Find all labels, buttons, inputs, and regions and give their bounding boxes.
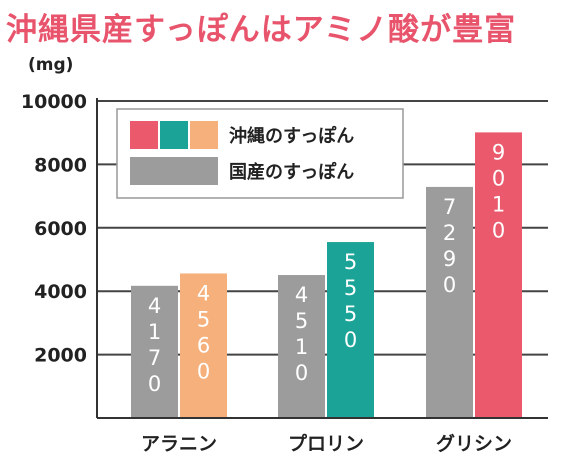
axes xyxy=(96,98,548,419)
y-tick-label: 4000 xyxy=(34,281,87,303)
y-axis-unit-label: (mg) xyxy=(28,55,73,75)
x-category-label: アラニン xyxy=(141,433,217,455)
x-category-label: プロリン xyxy=(288,432,364,455)
bar-okinawa xyxy=(475,132,522,418)
y-tick-label: 8000 xyxy=(34,154,87,176)
bar-domestic xyxy=(426,186,473,418)
y-tick-label: 10000 xyxy=(21,91,87,113)
y-tick-label: 2000 xyxy=(34,345,87,367)
legend-swatch xyxy=(130,157,218,185)
x-category-labels: アラニン プロリン グリシン xyxy=(141,432,512,455)
x-category-label: グリシン xyxy=(436,432,512,455)
bar-okinawa xyxy=(327,242,374,418)
y-tick-labels: 10000 8000 6000 4000 2000 xyxy=(21,91,87,367)
chart-title: 沖縄県産すっぽんはアミノ酸が豊富 xyxy=(6,12,517,48)
legend-swatch xyxy=(160,121,188,149)
bar-okinawa xyxy=(180,273,227,418)
y-tick-label: 6000 xyxy=(34,218,87,240)
legend-label: 沖縄のすっぽん xyxy=(229,125,354,147)
bar-domestic xyxy=(131,285,178,418)
legend-swatch xyxy=(130,121,158,149)
bar-domestic xyxy=(278,275,325,418)
legend-swatch xyxy=(190,121,218,149)
legend-label: 国産のすっぽん xyxy=(229,161,354,183)
